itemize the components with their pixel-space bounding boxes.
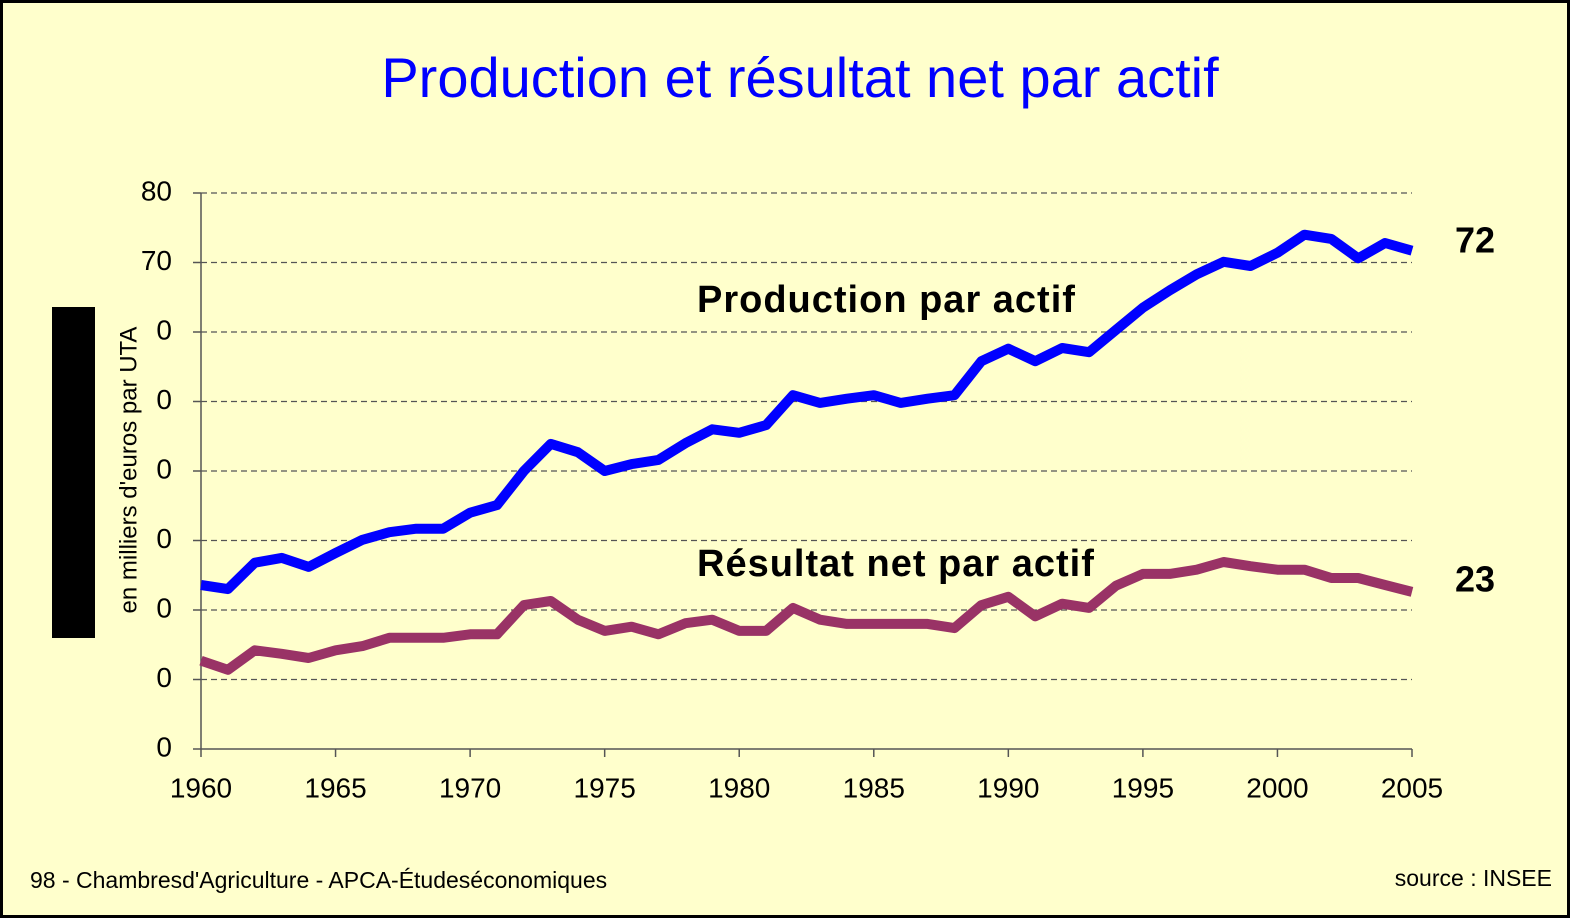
x-tick-label: 1995: [1112, 772, 1174, 803]
x-tick-label: 1980: [708, 772, 770, 803]
source: source : INSEE: [1395, 865, 1552, 891]
x-tick-label: 1975: [574, 772, 636, 803]
y-tick-label: 0: [156, 453, 172, 484]
x-tick-label: 2005: [1381, 772, 1443, 803]
series-label: Production par actif: [697, 279, 1076, 321]
footer: 98 - Chambresd'Agriculture - APCA-Études…: [30, 867, 607, 893]
y-axis-label: en milliers d'euros par UTA: [115, 327, 142, 614]
y-tick-label: 0: [156, 662, 172, 693]
y-tick-label: 70: [141, 245, 172, 276]
line-series: [199, 557, 1414, 675]
cover-box: [52, 307, 95, 638]
end-label: 23: [1455, 559, 1495, 600]
x-tick-label: 1990: [977, 772, 1039, 803]
x-tick-label: 1965: [304, 772, 366, 803]
y-tick-label: 0: [156, 592, 172, 623]
series-label: Résultat net par actif: [697, 543, 1095, 585]
x-tick-label: 1985: [843, 772, 905, 803]
end-label: 72: [1455, 220, 1495, 261]
line-series: [200, 229, 1414, 595]
chart-title: Production et résultat net par actif: [381, 46, 1219, 109]
x-tick-label: 1960: [170, 772, 232, 803]
y-tick-label: 0: [156, 731, 172, 762]
y-tick-label: 0: [156, 523, 172, 554]
x-tick-label: 2000: [1246, 772, 1308, 803]
x-tick-label: 1970: [439, 772, 501, 803]
y-tick-label: 0: [156, 314, 172, 345]
y-tick-label: 80: [141, 175, 172, 206]
y-tick-label: 0: [156, 384, 172, 415]
